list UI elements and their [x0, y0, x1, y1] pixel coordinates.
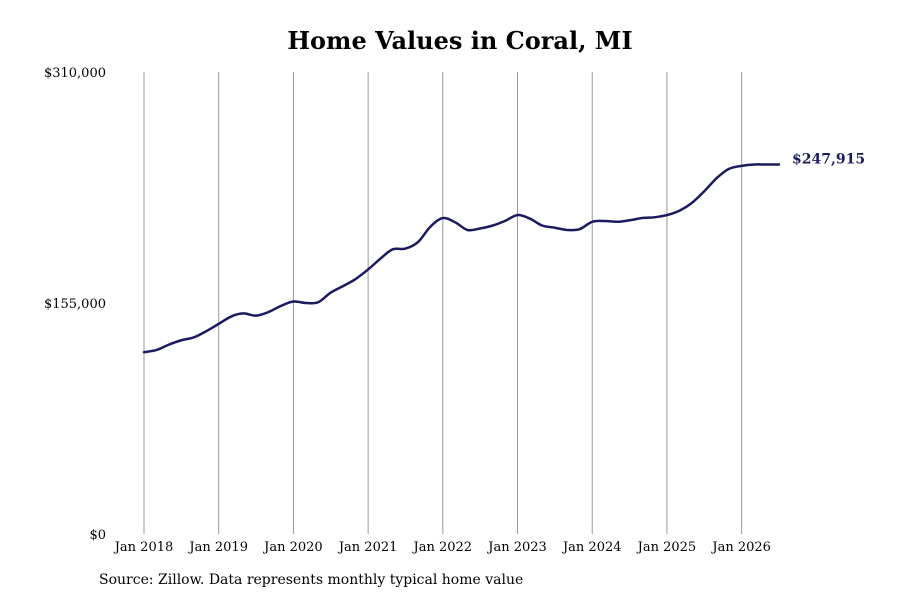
x-axis-ticks: Jan 2018 Jan 2019 Jan 2020 Jan 2021 Jan 2022…	[113, 540, 771, 555]
x-tick-label: Jan 2018	[113, 540, 174, 555]
series-layer	[142, 163, 781, 354]
y-tick-label: $310,000	[44, 66, 106, 81]
x-tick-label: Jan 2026	[710, 540, 771, 555]
gridlines	[143, 72, 743, 534]
x-tick-label: Jan 2023	[486, 540, 547, 555]
y-tick-label: $0	[89, 528, 106, 543]
y-tick-label: $155,000	[44, 297, 106, 312]
x-tick-label: Jan 2024	[561, 540, 622, 555]
chart-title: Home Values in Coral, MI	[287, 26, 633, 55]
x-tick-label: Jan 2019	[187, 540, 248, 555]
x-tick-label: Jan 2022	[412, 540, 473, 555]
y-axis-ticks: $0 $155,000 $310,000	[44, 66, 106, 543]
x-tick-label: Jan 2020	[262, 540, 323, 555]
source-note: Source: Zillow. Data represents monthly …	[99, 572, 524, 588]
x-tick-label: Jan 2025	[636, 540, 697, 555]
end-label-layer: $247,915	[792, 152, 865, 168]
end-value-label: $247,915	[792, 152, 865, 168]
x-tick-label: Jan 2021	[337, 540, 398, 555]
series-line	[142, 163, 781, 354]
